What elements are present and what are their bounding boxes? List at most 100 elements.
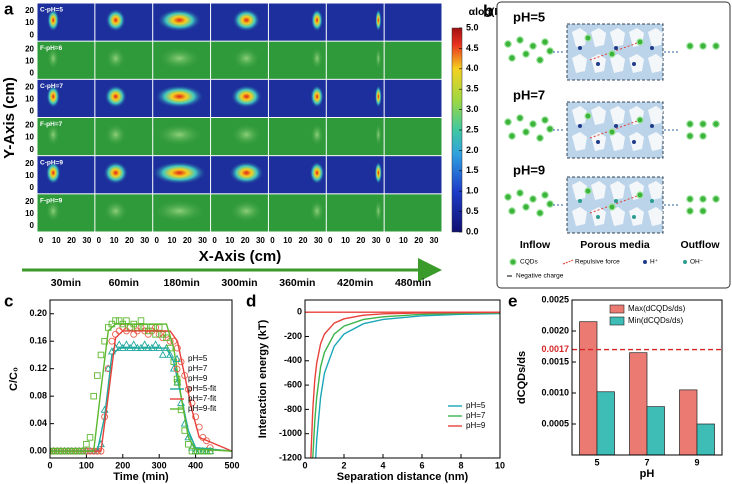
x-tick-label: 10 [283, 236, 292, 245]
x-tick-label: 30 [82, 236, 91, 245]
grain [648, 28, 663, 47]
y-tick-label: 0 [30, 221, 35, 230]
x-tick-label: 0 [386, 236, 391, 245]
particle [608, 128, 616, 136]
plume [157, 46, 202, 70]
marker [173, 365, 181, 373]
particle [686, 120, 694, 128]
legend-label: CQDs [520, 259, 538, 266]
marker [122, 340, 131, 348]
heatmap-cell [384, 156, 442, 194]
plume [105, 8, 126, 32]
particle [516, 189, 524, 197]
particle [712, 42, 720, 50]
plume [45, 161, 61, 185]
x-tick-label: 6 [419, 460, 424, 470]
plume [104, 85, 127, 108]
particle [516, 36, 524, 44]
marker [140, 340, 149, 348]
legend-icon [562, 259, 574, 265]
x-tick-label: 400 [188, 460, 203, 470]
grain [629, 132, 644, 151]
hydroxide [632, 215, 636, 219]
marker [159, 334, 167, 342]
plume [309, 161, 325, 185]
particle [636, 116, 644, 124]
legend-label: pH=5 [188, 354, 208, 363]
y-axis-title: C/C₀ [8, 367, 20, 391]
proton [650, 46, 654, 50]
marker [203, 437, 210, 445]
x-tick-label: 20 [183, 236, 192, 245]
particle [712, 195, 720, 203]
series-line [312, 312, 500, 458]
plume [374, 85, 382, 108]
y-axis-title: dCQDs/ds [516, 351, 528, 404]
marker [137, 324, 145, 331]
grain [610, 207, 625, 226]
colorbar-tick-label: 0.5 [466, 206, 479, 216]
x-tick-label: 4 [380, 460, 385, 470]
marker [151, 340, 160, 348]
x-tick-label: 200 [115, 460, 130, 470]
marker [188, 399, 196, 407]
grain [610, 54, 625, 73]
plume [105, 46, 126, 70]
x-tick-label: 10 [341, 236, 350, 245]
series-line [315, 312, 500, 458]
series-line [50, 347, 232, 452]
plume [154, 123, 204, 147]
x-tick-label: 0 [302, 460, 307, 470]
x-tick-label: 20 [299, 236, 308, 245]
marker [129, 340, 138, 348]
particle [699, 120, 707, 128]
particle [541, 38, 549, 46]
particle [608, 50, 616, 58]
plume [309, 199, 325, 223]
y-tick-label: 0.0015 [541, 356, 569, 366]
plume [230, 85, 263, 108]
legend-label: pH=9 [466, 421, 486, 430]
y-tick-label: 0.16 [29, 336, 47, 346]
grain [572, 207, 587, 226]
marker [137, 317, 145, 324]
plume [229, 161, 264, 185]
plume [157, 8, 202, 32]
grain [572, 132, 587, 151]
y-tick-label: -1200 [279, 452, 302, 462]
marker [173, 354, 181, 362]
time-label: 420min [337, 277, 373, 289]
plume [103, 199, 129, 223]
particle [522, 203, 530, 211]
y-axis-title: Interaction energy (kT) [257, 319, 269, 438]
grain [610, 181, 625, 200]
x-tick-label: 10 [495, 460, 505, 470]
bar [579, 321, 598, 455]
grain [629, 207, 644, 226]
x-tick-label: 2 [341, 460, 346, 470]
particle [546, 125, 554, 133]
y-tick-label: 10 [25, 18, 34, 27]
particle [508, 132, 516, 140]
x-tick-label: 10 [52, 236, 61, 245]
plume [152, 161, 207, 185]
plume [374, 123, 382, 147]
plume [154, 85, 204, 108]
particle [584, 112, 592, 120]
particle [699, 195, 707, 203]
marker [115, 340, 124, 348]
heatmap-cell [384, 118, 442, 156]
marker [126, 324, 134, 331]
x-tick-label: 10 [168, 236, 177, 245]
y-tick-label: 10 [25, 209, 34, 218]
particle [686, 195, 694, 203]
bar [629, 352, 648, 455]
y-tick-label: 20 [25, 159, 34, 168]
legend-label: pH=9 [188, 374, 208, 383]
particle [608, 203, 616, 211]
x-axis-title: Separation distance (nm) [337, 471, 469, 483]
x-tick-label: 500 [224, 460, 239, 470]
legend-icon [683, 260, 687, 264]
particle [699, 207, 707, 215]
x-tick-label: 9 [694, 457, 699, 467]
